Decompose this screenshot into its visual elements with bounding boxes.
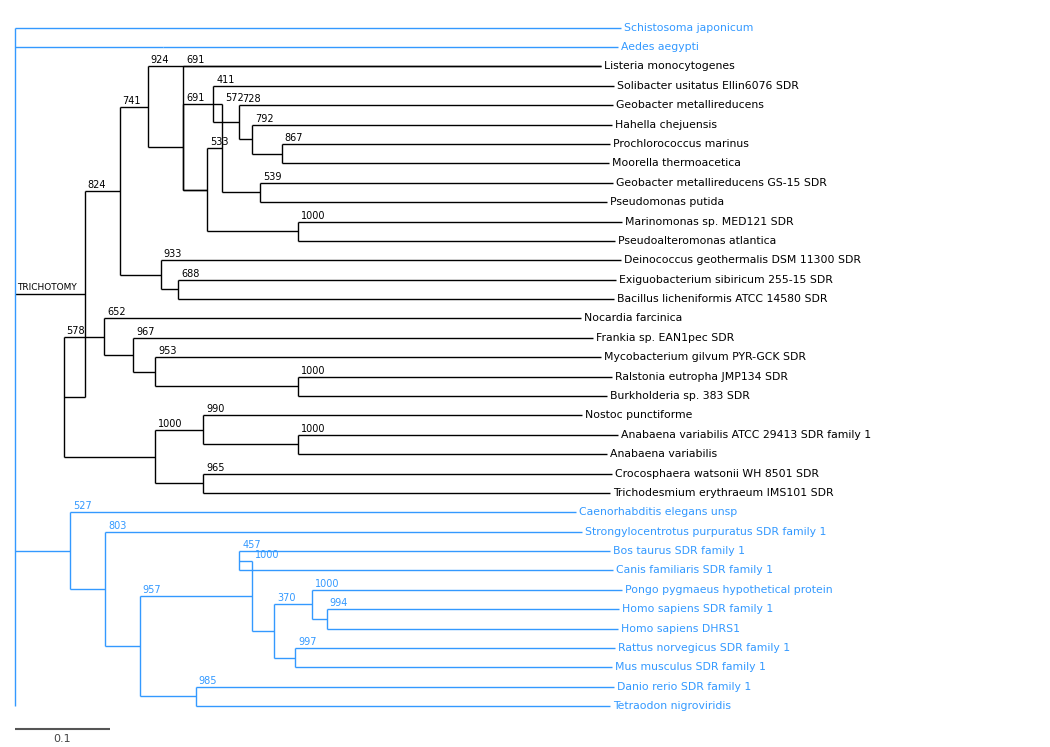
Text: 824: 824 <box>88 180 106 190</box>
Text: 688: 688 <box>182 269 200 279</box>
Text: 1000: 1000 <box>301 211 326 220</box>
Text: Bacillus licheniformis ATCC 14580 SDR: Bacillus licheniformis ATCC 14580 SDR <box>617 294 827 304</box>
Text: 997: 997 <box>298 637 317 647</box>
Text: 572: 572 <box>226 93 245 103</box>
Text: 994: 994 <box>330 598 348 608</box>
Text: Bos taurus SDR family 1: Bos taurus SDR family 1 <box>613 546 744 556</box>
Text: 933: 933 <box>164 249 182 259</box>
Text: Aedes aegypti: Aedes aegypti <box>621 42 699 52</box>
Text: 1000: 1000 <box>159 419 183 429</box>
Text: 0.1: 0.1 <box>54 734 71 745</box>
Text: Marinomonas sp. MED121 SDR: Marinomonas sp. MED121 SDR <box>626 217 794 226</box>
Text: Exiguobacterium sibiricum 255-15 SDR: Exiguobacterium sibiricum 255-15 SDR <box>620 275 833 285</box>
Text: 924: 924 <box>151 55 169 66</box>
Text: Homo sapiens SDR family 1: Homo sapiens SDR family 1 <box>623 604 774 614</box>
Text: Ralstonia eutropha JMP134 SDR: Ralstonia eutropha JMP134 SDR <box>615 371 788 382</box>
Text: Solibacter usitatus Ellin6076 SDR: Solibacter usitatus Ellin6076 SDR <box>617 81 799 91</box>
Text: Nostoc punctiforme: Nostoc punctiforme <box>585 410 692 421</box>
Text: 741: 741 <box>123 96 141 105</box>
Text: Deinococcus geothermalis DSM 11300 SDR: Deinococcus geothermalis DSM 11300 SDR <box>624 255 861 265</box>
Text: 1000: 1000 <box>315 579 339 589</box>
Text: 792: 792 <box>255 114 273 123</box>
Text: 578: 578 <box>66 326 85 335</box>
Text: 965: 965 <box>206 462 225 473</box>
Text: 967: 967 <box>136 327 154 337</box>
Text: 728: 728 <box>243 94 260 104</box>
Text: 691: 691 <box>186 55 205 66</box>
Text: TRICHOTOMY: TRICHOTOMY <box>17 282 77 291</box>
Text: Mus musculus SDR family 1: Mus musculus SDR family 1 <box>615 663 765 672</box>
Text: 953: 953 <box>159 346 176 356</box>
Text: Frankia sp. EAN1pec SDR: Frankia sp. EAN1pec SDR <box>596 333 734 343</box>
Text: Moorella thermoacetica: Moorella thermoacetica <box>612 158 740 168</box>
Text: Rattus norvegicus SDR family 1: Rattus norvegicus SDR family 1 <box>618 643 790 653</box>
Text: Schistosoma japonicum: Schistosoma japonicum <box>624 22 753 33</box>
Text: Caenorhabditis elegans unsp: Caenorhabditis elegans unsp <box>579 507 737 517</box>
Text: 370: 370 <box>277 593 296 604</box>
Text: 1000: 1000 <box>255 550 280 560</box>
Text: Strongylocentrotus purpuratus SDR family 1: Strongylocentrotus purpuratus SDR family… <box>585 527 826 536</box>
Text: Homo sapiens DHRS1: Homo sapiens DHRS1 <box>621 624 740 633</box>
Text: 411: 411 <box>216 75 234 85</box>
Text: Nocardia farcinica: Nocardia farcinica <box>584 314 681 323</box>
Text: 533: 533 <box>210 137 229 147</box>
Text: Canis familiaris SDR family 1: Canis familiaris SDR family 1 <box>616 565 773 575</box>
Text: 652: 652 <box>107 308 126 317</box>
Text: 457: 457 <box>243 540 260 550</box>
Text: Tetraodon nigroviridis: Tetraodon nigroviridis <box>613 701 731 711</box>
Text: Burkholderia sp. 383 SDR: Burkholderia sp. 383 SDR <box>610 391 750 401</box>
Text: Geobacter metallireducens: Geobacter metallireducens <box>616 100 764 111</box>
Text: Anabaena variabilis ATCC 29413 SDR family 1: Anabaena variabilis ATCC 29413 SDR famil… <box>621 430 872 440</box>
Text: Pseudoalteromonas atlantica: Pseudoalteromonas atlantica <box>618 236 776 246</box>
Text: Mycobacterium gilvum PYR-GCK SDR: Mycobacterium gilvum PYR-GCK SDR <box>604 352 805 362</box>
Text: 957: 957 <box>143 585 162 595</box>
Text: Prochlorococcus marinus: Prochlorococcus marinus <box>613 139 749 149</box>
Text: Hahella chejuensis: Hahella chejuensis <box>615 120 717 129</box>
Text: 985: 985 <box>198 676 217 686</box>
Text: Anabaena variabilis: Anabaena variabilis <box>610 449 717 459</box>
Text: Pongo pygmaeus hypothetical protein: Pongo pygmaeus hypothetical protein <box>626 585 833 595</box>
Text: Crocosphaera watsonii WH 8501 SDR: Crocosphaera watsonii WH 8501 SDR <box>615 468 819 479</box>
Text: Pseudomonas putida: Pseudomonas putida <box>610 197 724 207</box>
Text: Listeria monocytogenes: Listeria monocytogenes <box>604 61 734 72</box>
Text: 867: 867 <box>285 133 303 143</box>
Text: 1000: 1000 <box>301 365 326 376</box>
Text: 527: 527 <box>72 501 91 511</box>
Text: 803: 803 <box>108 521 127 530</box>
Text: Geobacter metallireducens GS-15 SDR: Geobacter metallireducens GS-15 SDR <box>616 178 827 187</box>
Text: 691: 691 <box>186 93 205 103</box>
Text: 539: 539 <box>262 172 281 182</box>
Text: 990: 990 <box>206 404 225 415</box>
Text: Trichodesmium erythraeum IMS101 SDR: Trichodesmium erythraeum IMS101 SDR <box>613 488 834 498</box>
Text: Danio rerio SDR family 1: Danio rerio SDR family 1 <box>617 682 752 692</box>
Text: 1000: 1000 <box>301 424 326 434</box>
